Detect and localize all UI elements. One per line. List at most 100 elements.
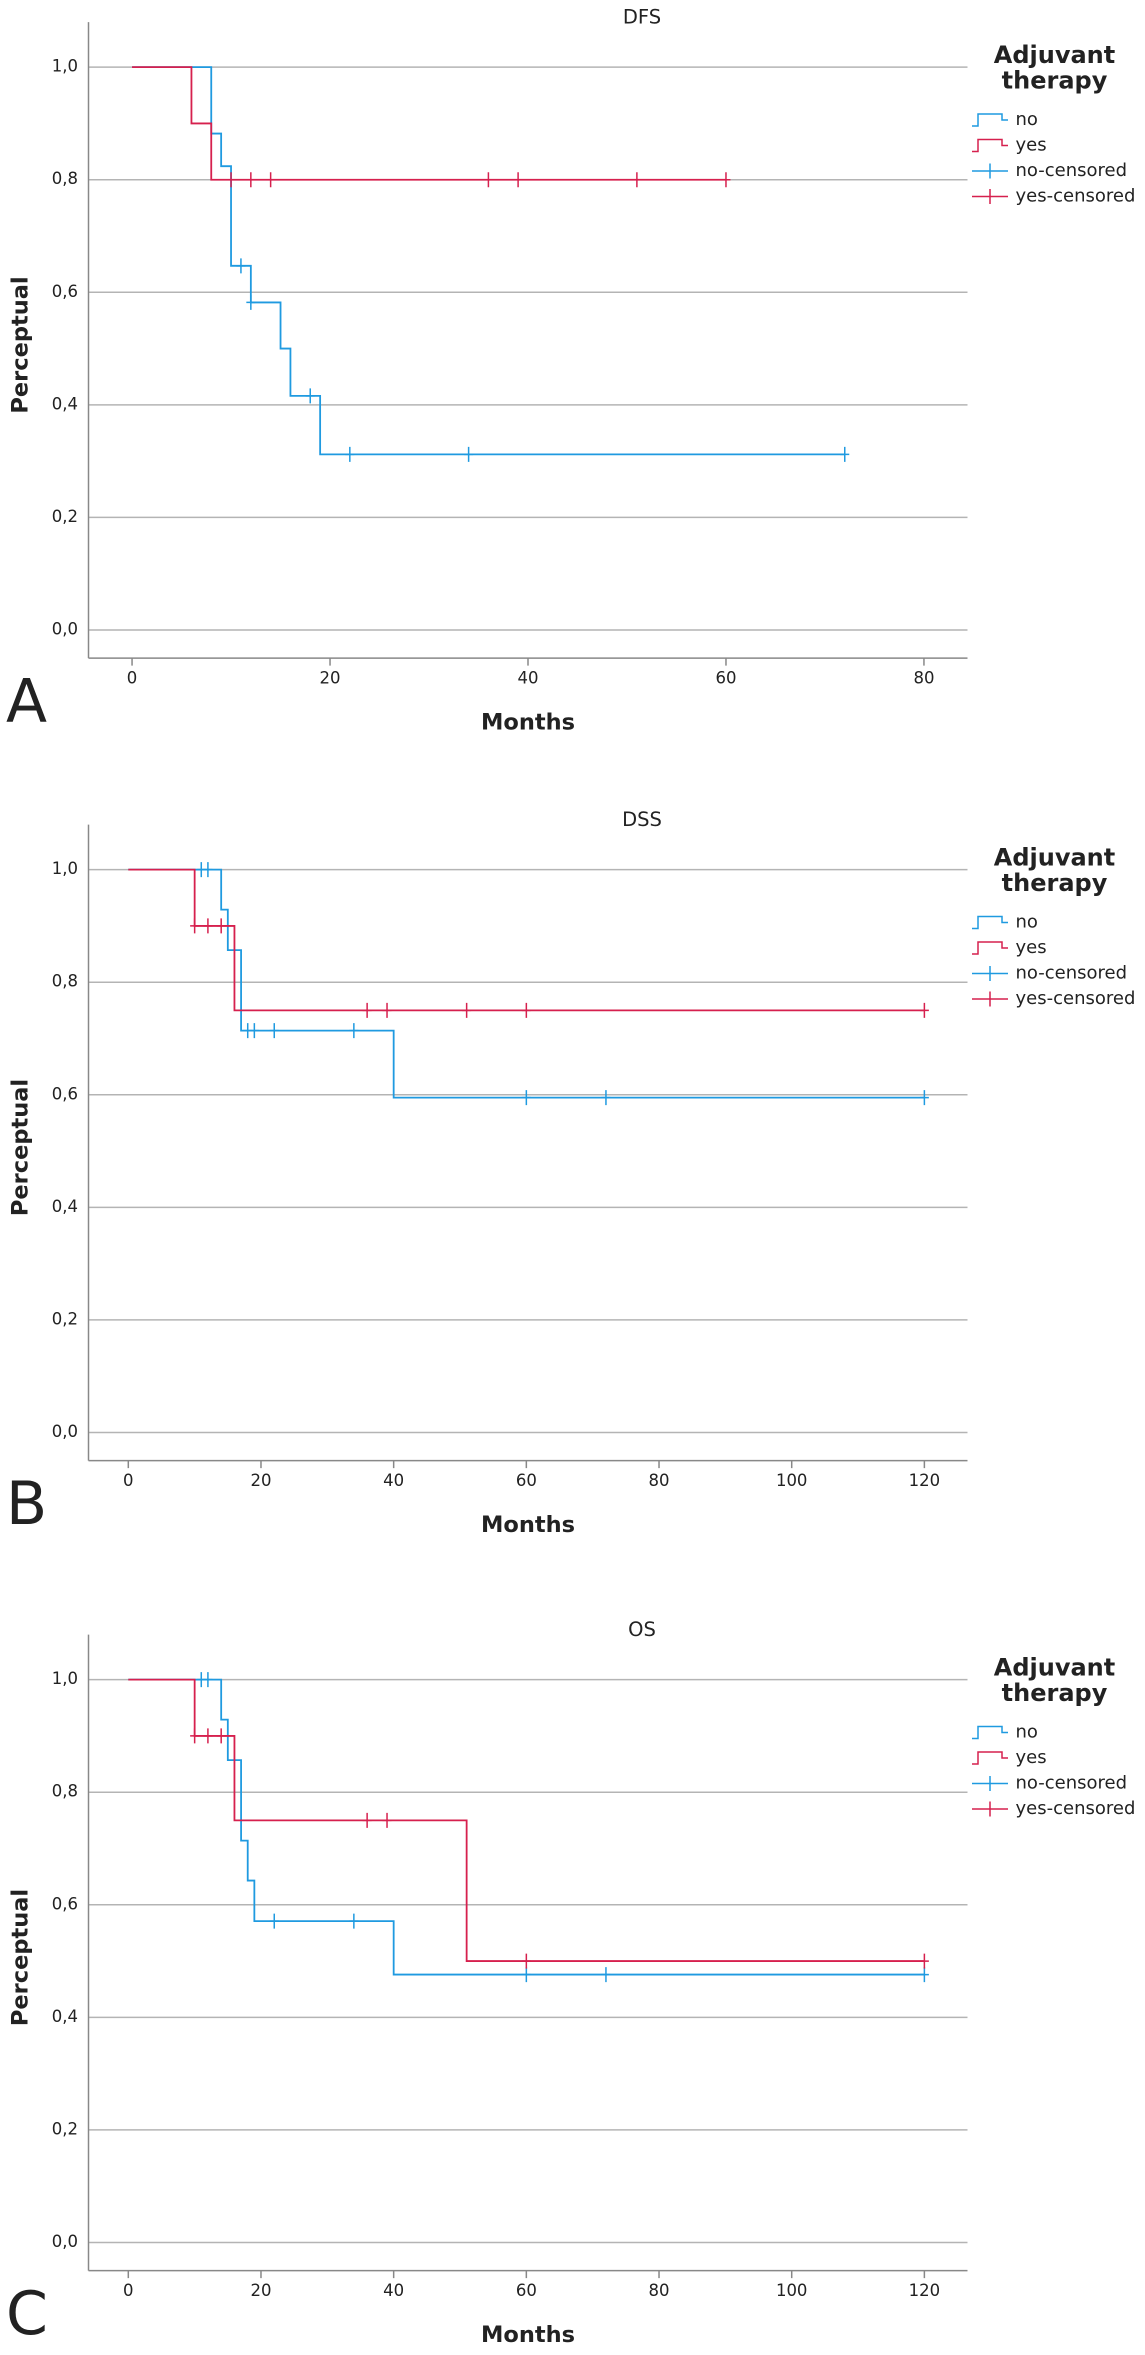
censored-mark xyxy=(305,388,315,404)
censored-mark xyxy=(246,172,256,188)
y-tick-label: 0,6 xyxy=(52,1084,78,1103)
censored-mark xyxy=(203,1728,213,1744)
censored-mark xyxy=(246,294,256,310)
y-tick-label: 0,2 xyxy=(52,2119,78,2138)
legend-label: yes xyxy=(1016,937,1047,958)
censored-mark xyxy=(266,172,276,188)
censored-mark xyxy=(349,1913,359,1929)
censored-mark xyxy=(462,1002,472,1018)
censored-mark xyxy=(919,1002,929,1018)
censored-mark xyxy=(190,918,200,934)
legend-label: yes xyxy=(1016,1747,1047,1768)
y-tick-label: 0,4 xyxy=(52,1197,78,1216)
legend-symbol xyxy=(972,1776,1009,1791)
censored-mark xyxy=(190,1728,200,1744)
censored-mark xyxy=(216,918,226,934)
x-tick-label: 20 xyxy=(250,1471,271,1490)
legend-label: no-censored xyxy=(1016,160,1128,181)
y-axis-label: Perceptual xyxy=(8,1079,34,1216)
legend-symbol xyxy=(972,915,1009,930)
x-tick-label: 20 xyxy=(320,669,341,688)
x-tick-label: 60 xyxy=(715,669,736,688)
y-axis-label: Perceptual xyxy=(8,276,34,413)
legend-symbol xyxy=(972,1801,1009,1817)
censored-mark xyxy=(362,1002,372,1018)
censored-mark xyxy=(203,918,213,934)
survival-line xyxy=(132,66,845,456)
censored-mark xyxy=(382,1812,392,1828)
legend-title: Adjuvant therapy xyxy=(993,42,1116,95)
legend-symbol xyxy=(972,1751,1009,1765)
censored-mark xyxy=(349,1023,359,1039)
censored-mark xyxy=(601,1967,611,1983)
x-tick-label: 100 xyxy=(776,2281,808,2300)
y-tick-label: 1,0 xyxy=(52,1669,78,1688)
panel-label: A xyxy=(6,667,47,737)
survival-line xyxy=(128,868,925,1099)
legend-label: no xyxy=(1016,912,1038,933)
y-tick-label: 0,4 xyxy=(52,394,78,413)
censored-mark xyxy=(483,172,493,188)
y-tick-label: 0,6 xyxy=(52,282,78,301)
censored-mark xyxy=(632,172,642,188)
x-axis-label: Months xyxy=(481,710,575,736)
censored-mark xyxy=(203,862,213,878)
panel-label: B xyxy=(6,1469,47,1539)
censored-mark xyxy=(919,1967,929,1983)
censored-mark xyxy=(362,1812,372,1828)
x-tick-label: 60 xyxy=(516,2281,537,2300)
x-tick-label: 100 xyxy=(776,1471,808,1490)
legend-label: no xyxy=(1016,1722,1038,1743)
censored-mark xyxy=(464,446,474,462)
y-tick-label: 1,0 xyxy=(52,57,78,76)
y-tick-label: 0,2 xyxy=(52,507,78,526)
chart-title: DSS xyxy=(622,808,662,831)
y-axis-label: Perceptual xyxy=(8,1889,34,2026)
legend-symbol xyxy=(972,189,1009,204)
legend-label: yes-censored xyxy=(1016,186,1136,207)
legend-title: Adjuvant therapy xyxy=(993,844,1116,897)
legend-label: yes-censored xyxy=(1016,1798,1136,1819)
censored-mark xyxy=(601,1090,611,1106)
censored-mark xyxy=(721,172,731,188)
legend-symbol xyxy=(972,138,1009,153)
survival-line xyxy=(128,868,925,1012)
censored-mark xyxy=(382,1002,392,1018)
y-tick-label: 0,0 xyxy=(52,2232,78,2251)
legend-symbol xyxy=(972,991,1009,1007)
x-tick-label: 20 xyxy=(250,2281,271,2300)
legend-label: no-censored xyxy=(1016,1773,1128,1794)
chart-panel: OS 0,0 0,2 0,4 0,6 0,8 1,0 0 20 40 60 80 100 120 Month… xyxy=(6,1618,1136,2349)
legend-title-box: Adjuvant therapy xyxy=(993,42,1116,95)
y-tick-label: 0,0 xyxy=(52,1422,78,1441)
x-tick-label: 40 xyxy=(383,2281,404,2300)
y-tick-label: 1,0 xyxy=(52,859,78,878)
y-tick-label: 0,2 xyxy=(52,1309,78,1328)
panel-label: C xyxy=(6,2279,48,2349)
x-tick-label: 40 xyxy=(518,669,539,688)
x-tick-label: 40 xyxy=(383,1471,404,1490)
x-tick-label: 60 xyxy=(516,1471,537,1490)
x-tick-label: 0 xyxy=(123,2281,133,2300)
censored-mark xyxy=(513,172,523,188)
survival-line xyxy=(128,1678,925,1976)
censored-mark xyxy=(236,258,246,274)
legend-symbol xyxy=(972,966,1009,981)
y-tick-label: 0,0 xyxy=(52,619,78,638)
censored-mark xyxy=(249,1023,259,1039)
y-tick-label: 0,6 xyxy=(52,1894,78,1913)
x-axis-label: Months xyxy=(481,1512,575,1538)
censored-mark xyxy=(226,172,236,188)
censored-mark xyxy=(521,1967,531,1983)
chart-title: DFS xyxy=(623,6,661,29)
censored-mark xyxy=(269,1023,279,1039)
legend-label: yes xyxy=(1016,135,1047,156)
censored-mark xyxy=(919,1090,929,1106)
censored-mark xyxy=(919,1953,929,1969)
censored-mark xyxy=(840,446,850,462)
censored-mark xyxy=(521,1090,531,1106)
legend-symbol xyxy=(972,1725,1009,1740)
survival-line xyxy=(128,1678,925,1962)
x-tick-label: 80 xyxy=(649,2281,670,2300)
